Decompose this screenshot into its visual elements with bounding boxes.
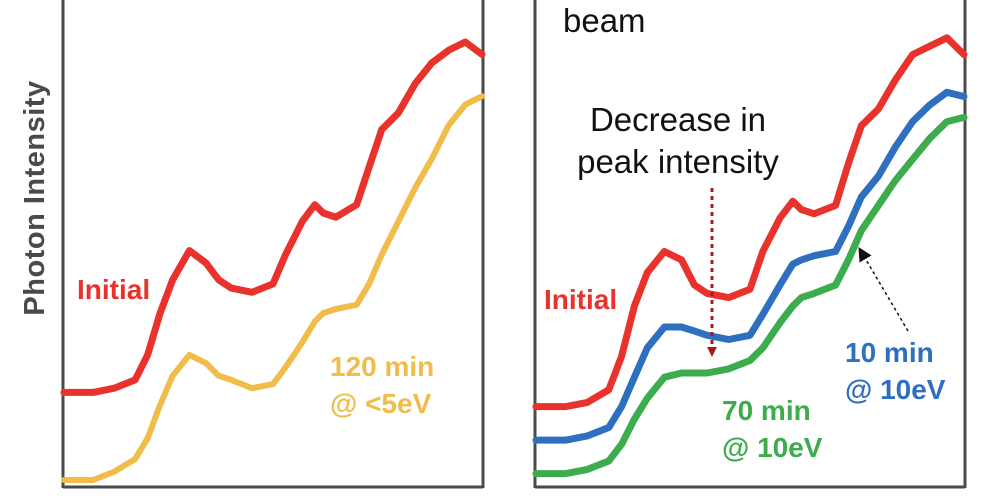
series-line-70min-right	[532, 113, 968, 478]
series-line-initial-left	[60, 38, 486, 396]
panel-title-fragment: beam	[563, 2, 646, 39]
right-chart-plot	[532, 34, 968, 478]
series-line-initial-right	[532, 34, 968, 411]
label-initial-right: Initial	[544, 284, 617, 315]
label-10ev-blue: @ 10eV	[845, 374, 946, 405]
label-initial-left: Initial	[77, 274, 150, 305]
left-chart-plot	[60, 38, 486, 483]
panel-left-frame	[61, 0, 485, 489]
note-decrease: Decrease in	[590, 101, 766, 138]
label-70min: 70 min	[722, 395, 811, 426]
label-10ev-green: @ 10eV	[722, 432, 823, 463]
y-axis-label: Photon Intensity	[19, 80, 51, 315]
label-5ev: @ <5eV	[330, 388, 432, 419]
note-peak-intensity: peak intensity	[577, 143, 779, 180]
series-line-10min-right	[532, 88, 968, 444]
label-120min: 120 min	[330, 351, 434, 382]
series-line-120min-left	[61, 93, 485, 483]
label-10min: 10 min	[845, 337, 934, 368]
pointer-arrow	[858, 246, 909, 332]
